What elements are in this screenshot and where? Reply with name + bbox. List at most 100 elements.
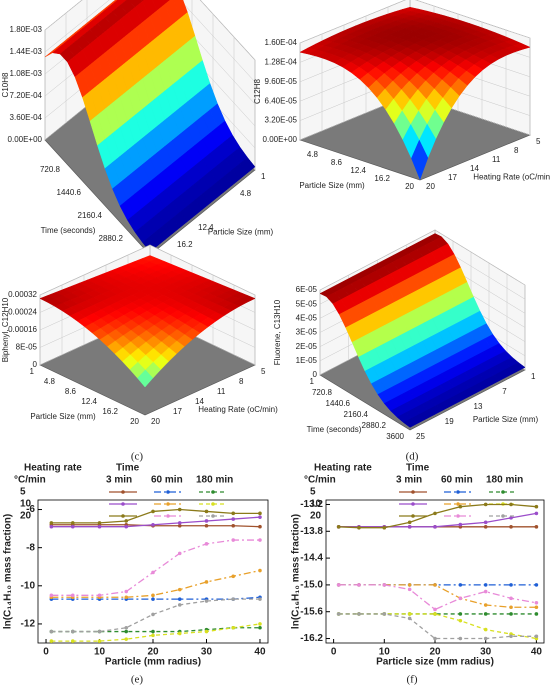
point [483, 525, 488, 529]
series-line [51, 623, 261, 642]
point [433, 583, 437, 587]
point [97, 593, 102, 598]
y-tick-label: -15.6 [300, 606, 323, 617]
legend-time: 180 min [196, 475, 233, 486]
z-tick-label: 8E-05 [16, 343, 38, 352]
x-tick-label: 8.6 [65, 387, 77, 396]
x-axis-title: Particle size (mm radius) [376, 657, 494, 668]
x-tick-label: 8.6 [331, 158, 343, 167]
x-tick-label: 30 [480, 647, 492, 658]
surface-patch [403, 418, 419, 428]
series-line [51, 598, 260, 633]
x-tick-label: 16.2 [374, 174, 390, 183]
legend-marker [456, 514, 460, 518]
point [70, 593, 75, 598]
y-tick-label: 11 [492, 155, 501, 164]
point [509, 596, 513, 601]
z-axis-title: Fluorene, C13H10 [273, 299, 282, 365]
z-tick-label: 2E-05 [296, 342, 318, 351]
legend-rate: 20 [20, 511, 32, 522]
point [458, 612, 463, 616]
y-tick-label: 8 [514, 146, 519, 155]
point [70, 521, 75, 525]
point [231, 625, 236, 630]
legend-marker [211, 502, 215, 506]
point [204, 509, 209, 514]
y-tick-label: -13.8 [300, 526, 323, 537]
point [231, 574, 236, 579]
point [177, 551, 182, 556]
x-tick-label: 20 [429, 647, 441, 658]
z-tick-label: 0.00024 [8, 308, 37, 317]
x-tick-label: 12.4 [81, 397, 97, 406]
point [433, 525, 437, 529]
y-tick-label: 14 [470, 164, 479, 173]
point [483, 612, 488, 616]
y-tick-label: 1 [531, 372, 536, 381]
z-tick-label: 1.28E-04 [265, 58, 298, 67]
point [49, 593, 54, 598]
point [357, 612, 361, 616]
legend-marker [411, 514, 415, 518]
caption: (c) [131, 451, 144, 463]
y-tick-label: 4.8 [240, 189, 252, 198]
y-axis-title: Particle Size (mm) [473, 415, 539, 424]
z-tick-label: 0 [33, 360, 38, 369]
x-tick-label: 2160.4 [344, 410, 369, 419]
point [49, 521, 54, 525]
legend-title: Heating rate [24, 463, 82, 474]
point [204, 542, 209, 546]
point [231, 511, 236, 516]
z-tick-label: 9.60E-05 [265, 77, 298, 86]
point [433, 636, 437, 641]
x-tick-label: 720.8 [312, 388, 333, 397]
y-tick-label: 7 [502, 387, 507, 396]
legend-rate: 10 [310, 499, 322, 510]
y-tick-label: 17 [448, 173, 457, 182]
point [151, 509, 155, 514]
x-tick-label: 20 [130, 417, 139, 426]
y-tick-label: -8 [26, 542, 35, 553]
legend-rate: 20 [310, 511, 322, 522]
legend-rate: 5 [20, 487, 26, 498]
z-tick-label: 1.60E-04 [265, 38, 298, 47]
series-line [338, 613, 537, 640]
point [258, 625, 262, 630]
point [458, 504, 463, 509]
legend-time: 3 min [396, 475, 422, 486]
point [258, 622, 262, 626]
z-tick-label: 0.00032 [8, 290, 37, 299]
legend-time: 60 min [151, 475, 183, 486]
x-axis-title: Time (seconds) [41, 226, 96, 235]
point [151, 597, 155, 601]
z-tick-label: 1.80E-03 [10, 25, 43, 34]
legend-time-title: Time [406, 463, 430, 474]
point [177, 631, 182, 636]
x-tick-label: 0 [331, 647, 337, 658]
point [124, 595, 129, 600]
point [204, 629, 209, 634]
z-axis-title: C12H8 [253, 79, 262, 104]
point [357, 525, 361, 530]
point [231, 523, 236, 528]
y-tick-label: 14 [195, 397, 204, 406]
point [177, 603, 182, 607]
legend-unit: °C/min [14, 475, 46, 486]
point [509, 612, 513, 616]
point [70, 629, 75, 634]
legend-time: 60 min [441, 475, 473, 486]
point [231, 517, 236, 521]
point [258, 511, 262, 516]
x-tick-label: 10 [379, 647, 391, 658]
point [258, 568, 262, 573]
point [124, 589, 129, 594]
surface-patch [137, 369, 154, 388]
point [433, 607, 437, 612]
point [204, 519, 209, 523]
point [124, 519, 129, 523]
point [124, 625, 129, 630]
legend-time: 3 min [106, 475, 132, 486]
x-tick-label: 20 [147, 647, 159, 658]
x-tick-label: 10 [94, 647, 106, 658]
